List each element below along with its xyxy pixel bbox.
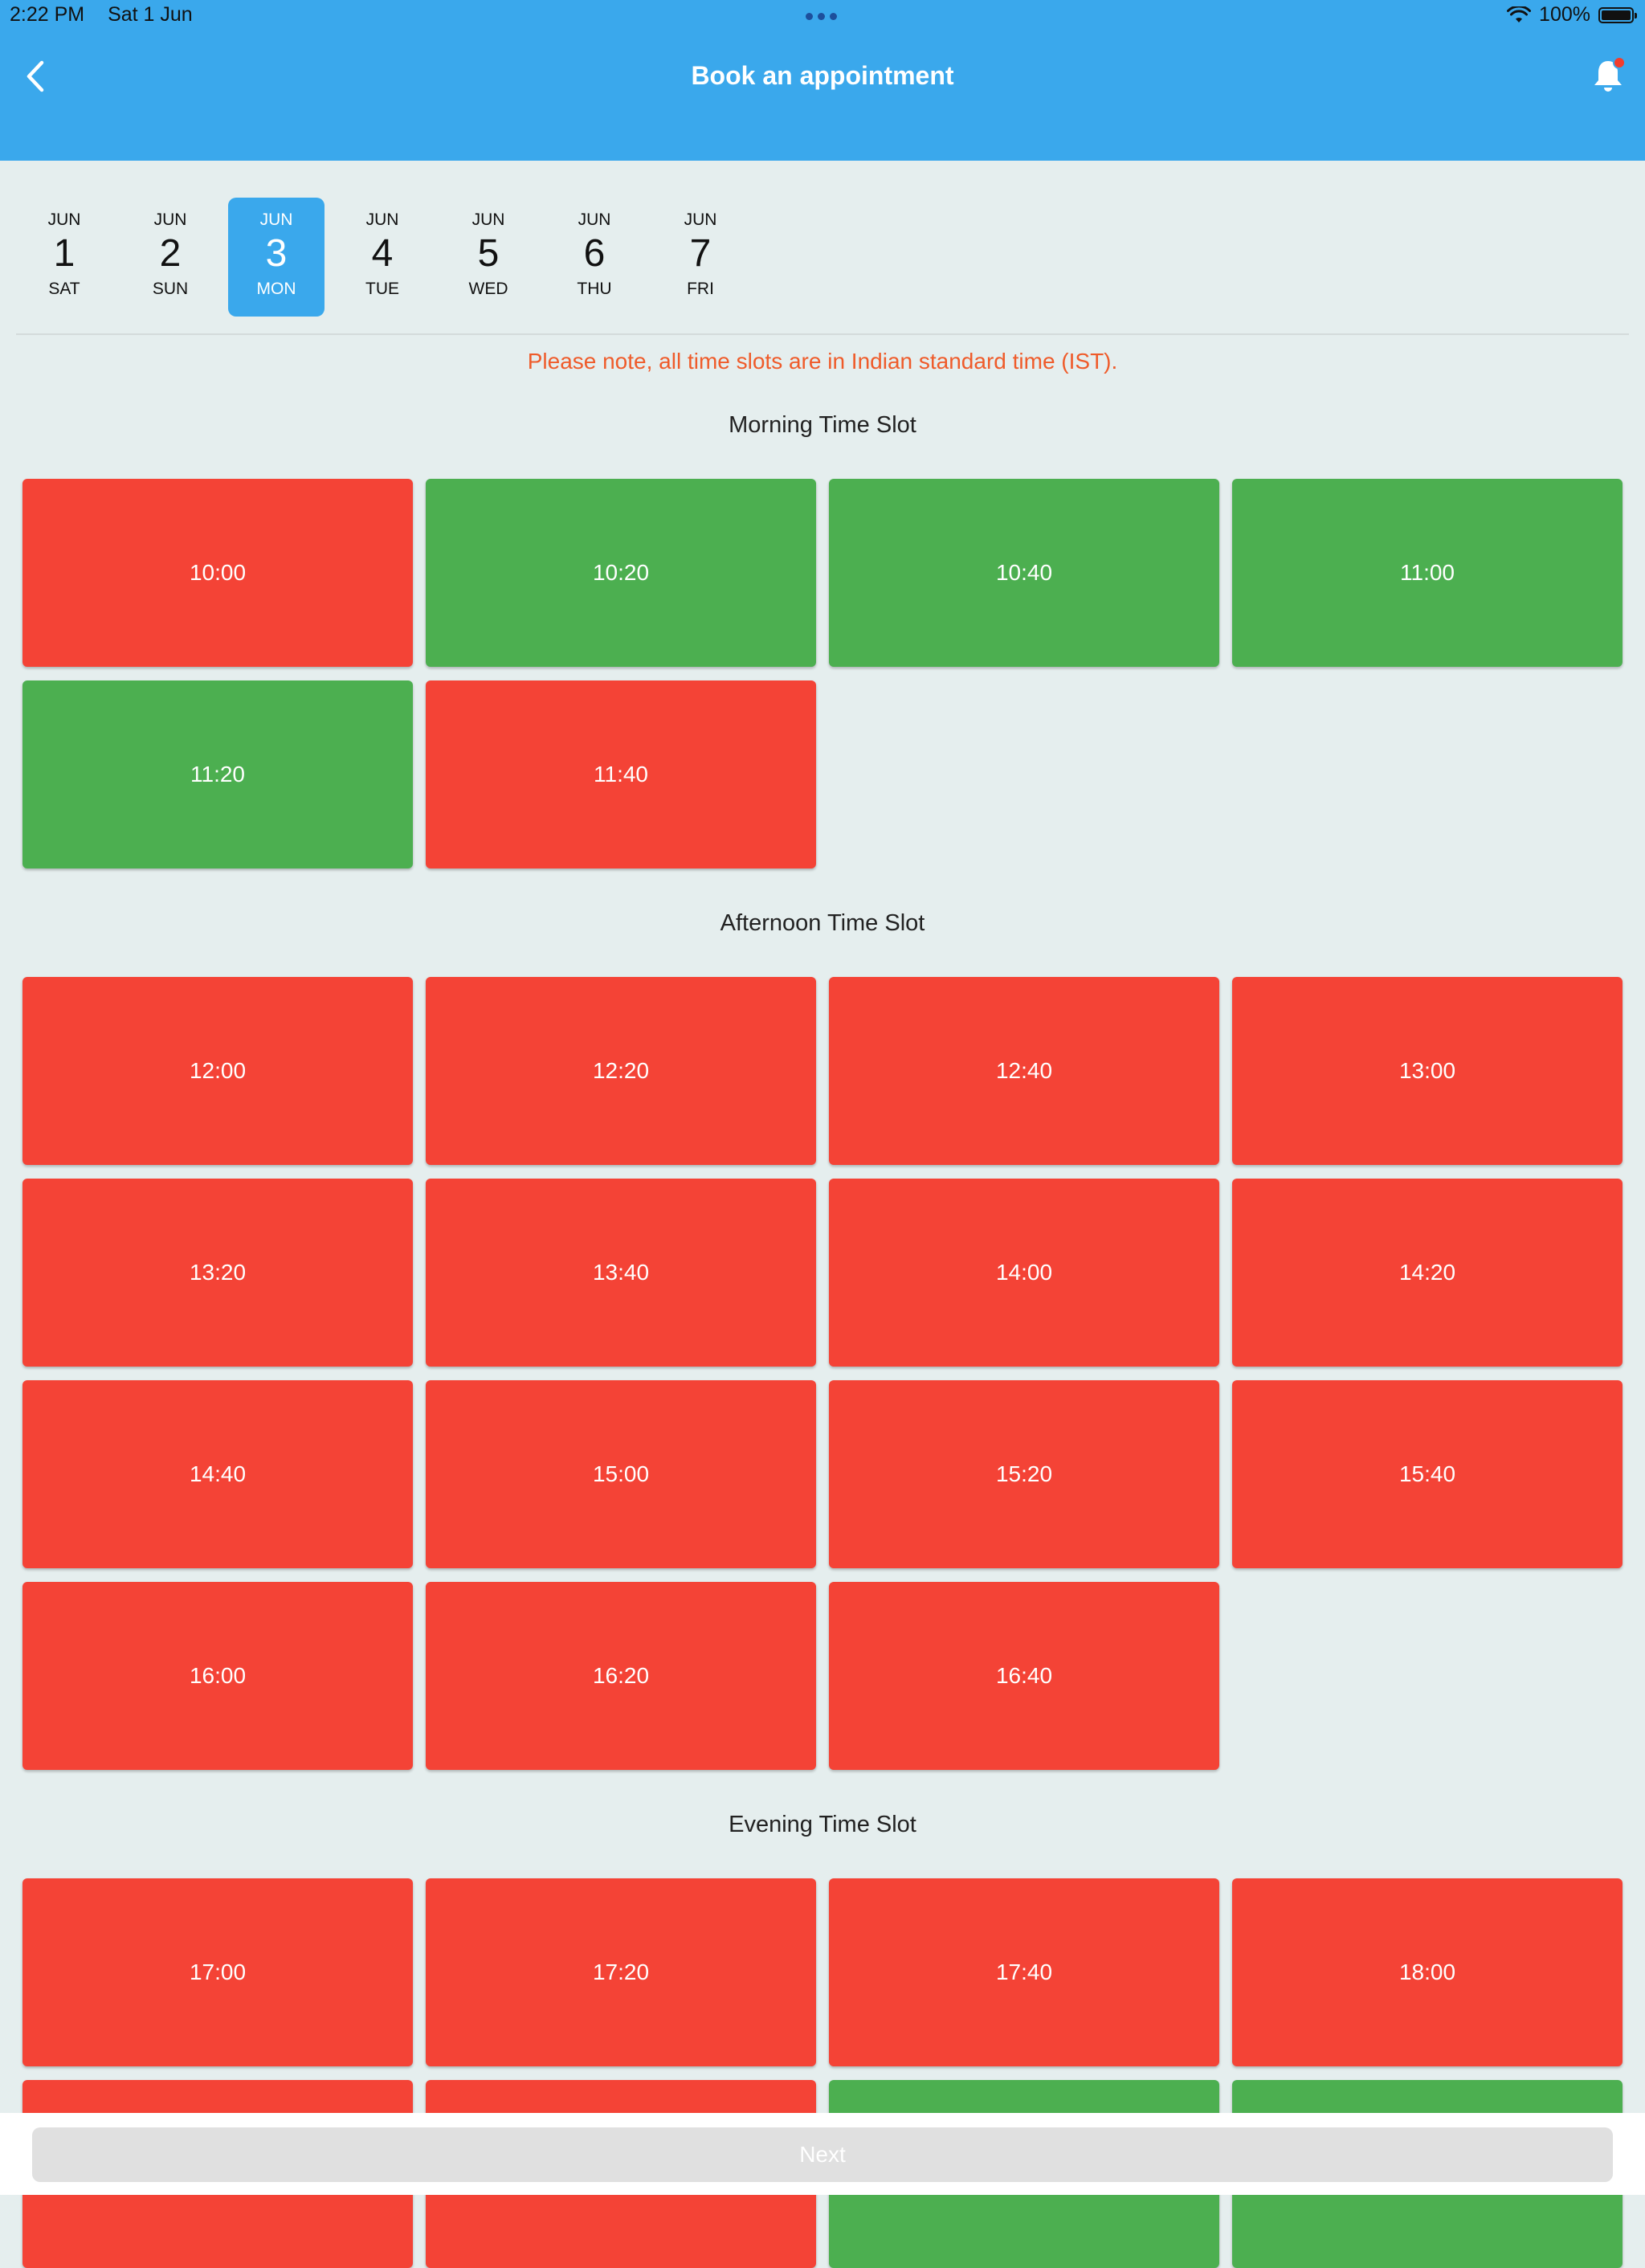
time-slot-button[interactable]: 13:00 <box>1232 977 1623 1165</box>
time-slot-button[interactable]: 14:40 <box>22 1380 413 1568</box>
date-day: 7 <box>689 232 712 275</box>
date-month: JUN <box>47 210 81 229</box>
notifications-button[interactable] <box>1590 56 1626 96</box>
time-slot-button[interactable]: 11:00 <box>1232 479 1623 667</box>
status-bar-left: 2:22 PM Sat 1 Jun <box>10 3 210 27</box>
content-card: JUN 1 SAT JUN 2 SUN JUN 3 MON JUN 4 TUE JUN 5 WED JUN 6 T… <box>0 161 1645 2268</box>
time-slot-button[interactable]: 14:20 <box>1232 1179 1623 1367</box>
date-item-5[interactable]: JUN 5 WED <box>440 198 537 317</box>
time-slot-button[interactable]: 15:20 <box>829 1380 1219 1568</box>
battery-icon <box>1598 6 1637 23</box>
footer: Next <box>0 2113 1645 2195</box>
date-item-4[interactable]: JUN 4 TUE <box>334 198 431 317</box>
date-item-2[interactable]: JUN 2 SUN <box>122 198 218 317</box>
time-slot-button[interactable]: 15:40 <box>1232 1380 1623 1568</box>
section-title: Evening Time Slot <box>729 1812 916 1837</box>
section-title: Morning Time Slot <box>729 412 916 438</box>
date-month: JUN <box>471 210 505 229</box>
page-title: Book an appointment <box>691 61 954 90</box>
multitasking-dots[interactable] <box>806 13 837 20</box>
time-slot-button[interactable]: 10:00 <box>22 479 413 667</box>
status-date: Sat 1 Jun <box>108 3 193 26</box>
time-slot-button[interactable]: 11:20 <box>22 680 413 868</box>
status-time: 2:22 PM <box>10 3 85 26</box>
time-slot-button[interactable]: 13:40 <box>426 1179 816 1367</box>
date-month: JUN <box>578 210 611 229</box>
status-bar-right: 100% <box>1507 3 1637 27</box>
app-header: 2:22 PM Sat 1 Jun 100% Book an appointme… <box>0 0 1645 161</box>
date-month: JUN <box>684 210 717 229</box>
date-weekday: WED <box>468 280 508 298</box>
date-weekday: MON <box>256 280 296 298</box>
time-slot-button[interactable]: 14:00 <box>829 1179 1219 1367</box>
date-day: 5 <box>477 232 500 275</box>
time-slot-button[interactable]: 16:40 <box>829 1582 1219 1770</box>
time-slot-button[interactable]: 13:20 <box>22 1179 413 1367</box>
date-month: JUN <box>365 210 399 229</box>
time-slot-button[interactable]: 10:20 <box>426 479 816 667</box>
time-slot-button[interactable]: 15:00 <box>426 1380 816 1568</box>
divider <box>16 333 1629 335</box>
date-weekday: THU <box>577 280 612 298</box>
date-item-3[interactable]: JUN 3 MON <box>228 198 325 317</box>
date-day: 3 <box>265 232 288 275</box>
time-slot-button[interactable]: 17:20 <box>426 1878 816 2066</box>
wifi-icon <box>1507 6 1532 22</box>
time-slot-button[interactable]: 18:00 <box>1232 1878 1623 2066</box>
back-button[interactable] <box>19 56 55 96</box>
date-month: JUN <box>259 210 293 229</box>
date-day: 6 <box>583 232 606 275</box>
date-weekday: FRI <box>687 280 714 298</box>
section-title: Afternoon Time Slot <box>720 910 925 936</box>
date-weekday: SAT <box>48 280 80 298</box>
timezone-note: Please note, all time slots are in India… <box>527 349 1118 374</box>
date-item-6[interactable]: JUN 6 THU <box>546 198 643 317</box>
time-slot-button[interactable]: 16:00 <box>22 1582 413 1770</box>
time-slot-button[interactable]: 11:40 <box>426 680 816 868</box>
chevron-left-icon <box>27 60 44 92</box>
date-day: 2 <box>159 232 182 275</box>
time-slot-button[interactable]: 17:40 <box>829 1878 1219 2066</box>
time-slot-button[interactable]: 12:40 <box>829 977 1219 1165</box>
battery-percent: 100% <box>1539 3 1590 26</box>
time-slot-button[interactable]: 10:40 <box>829 479 1219 667</box>
date-day: 4 <box>371 232 394 275</box>
date-weekday: SUN <box>152 280 189 298</box>
date-weekday: TUE <box>365 280 399 298</box>
date-month: JUN <box>153 210 187 229</box>
time-slot-button[interactable]: 17:00 <box>22 1878 413 2066</box>
date-item-7[interactable]: JUN 7 FRI <box>652 198 749 317</box>
time-slot-button[interactable]: 12:00 <box>22 977 413 1165</box>
date-item-1[interactable]: JUN 1 SAT <box>16 198 112 317</box>
date-day: 1 <box>53 232 76 275</box>
time-slot-button[interactable]: 12:20 <box>426 977 816 1165</box>
notification-badge <box>1613 56 1626 69</box>
time-slot-button[interactable]: 16:20 <box>426 1582 816 1770</box>
next-button[interactable]: Next <box>32 2127 1613 2182</box>
